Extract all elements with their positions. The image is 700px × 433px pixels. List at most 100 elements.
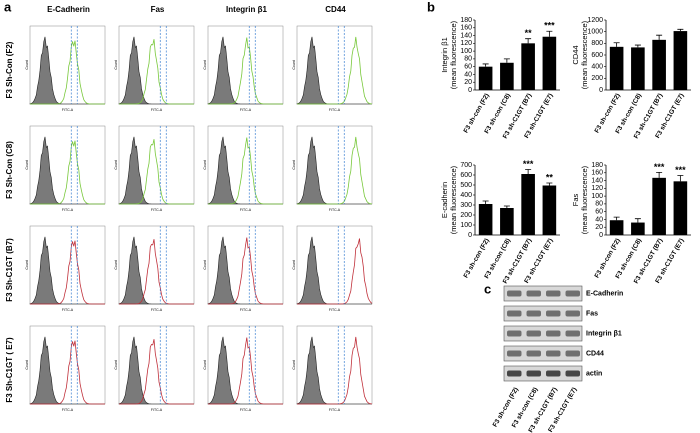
blot-band xyxy=(565,310,580,317)
histogram-x-label: FITC-A xyxy=(240,108,252,112)
control-histogram xyxy=(296,236,372,305)
y-tick-label: 0 xyxy=(468,87,472,94)
bar xyxy=(478,66,493,90)
y-tick-label: 400 xyxy=(460,192,472,199)
blot-band xyxy=(526,310,541,317)
y-axis-label: Fas xyxy=(571,194,580,207)
blot-strip xyxy=(503,325,583,342)
blot-band xyxy=(507,370,522,377)
sample-histogram xyxy=(30,340,105,405)
bar xyxy=(521,43,535,90)
histogram-y-label: Count xyxy=(203,160,207,169)
y-tick-label: 0 xyxy=(599,232,603,239)
histogram-y-label: Count xyxy=(292,260,296,269)
histogram-x-label: FITC-A xyxy=(151,208,163,212)
y-tick-label: 80 xyxy=(595,201,603,208)
histogram-y-label: Count xyxy=(203,60,207,69)
significance-label: *** xyxy=(654,162,665,172)
histogram-x-label: FITC-A xyxy=(240,208,252,212)
histogram-y-label: Count xyxy=(114,60,118,69)
row-label: F3 Sh-Con (F2) xyxy=(5,41,14,98)
band-label: Integrin β1 xyxy=(586,330,622,337)
sample-histogram xyxy=(297,36,373,105)
error-bar xyxy=(503,58,510,63)
y-tick-label: 600 xyxy=(460,172,472,179)
blot-band xyxy=(546,370,561,377)
significance-label: *** xyxy=(544,21,555,31)
band-label: Fas xyxy=(586,310,598,317)
band-label: E-Cadherin xyxy=(586,290,623,297)
bar xyxy=(673,181,688,235)
bar xyxy=(652,39,666,90)
control-histogram xyxy=(29,236,105,305)
histogram-y-label: Count xyxy=(203,360,207,369)
y-tick-label: 1000 xyxy=(587,29,603,36)
histogram-y-label: Count xyxy=(25,160,29,169)
sample-histogram xyxy=(208,237,283,305)
bar xyxy=(673,31,688,90)
blot-band xyxy=(565,330,580,337)
histogram-x-label: FITC-A xyxy=(329,308,341,312)
histogram-y-label: Count xyxy=(292,160,296,169)
y-tick-label: 400 xyxy=(591,64,603,71)
y-tick-label: 20 xyxy=(464,79,472,86)
band-label: actin xyxy=(586,370,602,377)
histogram-x-label: FITC-A xyxy=(62,108,74,112)
histogram-x-label: FITC-A xyxy=(329,408,341,412)
control-histogram xyxy=(29,136,105,205)
histogram-y-label: Count xyxy=(25,360,29,369)
panel-label: a xyxy=(4,0,12,14)
histogram-y-label: Count xyxy=(292,360,296,369)
y-tick-label: 80 xyxy=(464,56,472,63)
y-axis-label: E-cadherin xyxy=(440,182,449,218)
histogram-x-label: FITC-A xyxy=(240,408,252,412)
sample-histogram xyxy=(119,239,194,305)
blot-strip xyxy=(503,365,583,382)
sample-histogram xyxy=(119,39,194,105)
histogram-y-label: Count xyxy=(25,60,29,69)
y-tick-label: 160 xyxy=(591,170,603,177)
column-header: CD44 xyxy=(325,5,346,14)
control-histogram xyxy=(29,36,105,105)
y-tick-label: 140 xyxy=(591,177,603,184)
histogram-x-label: FITC-A xyxy=(151,108,163,112)
blot-band xyxy=(546,290,561,297)
error-bar xyxy=(525,38,532,44)
histogram-y-label: Count xyxy=(25,260,29,269)
y-tick-label: 60 xyxy=(464,64,472,71)
panel-label: c xyxy=(484,281,491,296)
blot-band xyxy=(565,290,580,297)
y-tick-label: 60 xyxy=(595,209,603,216)
error-bar xyxy=(613,42,620,47)
y-tick-label: 140 xyxy=(460,32,472,39)
control-histogram xyxy=(29,336,105,405)
y-tick-label: 600 xyxy=(591,52,603,59)
error-bar xyxy=(482,200,489,204)
error-bar xyxy=(677,175,684,182)
error-bar xyxy=(613,216,620,221)
histogram-x-label: FITC-A xyxy=(151,408,163,412)
y-tick-label: 200 xyxy=(460,212,472,219)
bar xyxy=(609,46,624,90)
blot-band xyxy=(526,350,541,357)
histogram-x-label: FITC-A xyxy=(62,208,74,212)
histogram-x-label: FITC-A xyxy=(151,308,163,312)
error-bar xyxy=(634,218,641,223)
y-tick-label: 40 xyxy=(464,71,472,78)
error-bar xyxy=(656,171,663,178)
bar xyxy=(542,36,557,90)
column-header: Fas xyxy=(151,5,165,14)
bar xyxy=(500,208,514,235)
histogram-y-label: Count xyxy=(114,260,118,269)
column-header: Integrin β1 xyxy=(226,5,267,14)
blot-band xyxy=(507,350,522,357)
y-tick-label: 180 xyxy=(460,17,472,24)
sample-histogram xyxy=(119,339,194,405)
bar xyxy=(500,62,514,90)
sample-histogram xyxy=(297,136,373,205)
y-tick-label: 160 xyxy=(460,25,472,32)
y-tick-label: 120 xyxy=(460,40,472,47)
sample-histogram xyxy=(30,240,105,305)
y-axis-label: Integrin β1 xyxy=(440,37,449,73)
